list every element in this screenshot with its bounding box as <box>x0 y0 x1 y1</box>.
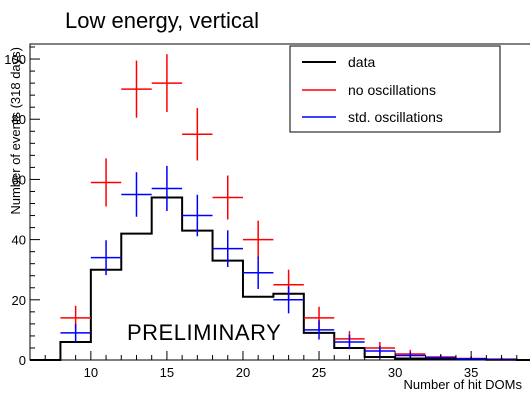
data-point <box>90 240 122 276</box>
data-point <box>182 108 213 161</box>
data-point <box>60 323 91 342</box>
data-point <box>151 54 183 113</box>
y-tick-label: 60 <box>12 172 26 187</box>
y-tick-label: 40 <box>12 233 26 248</box>
legend: data no oscillations std. oscillations <box>289 45 501 133</box>
y-tick-label: 100 <box>4 52 26 67</box>
x-tick-label: 30 <box>388 365 402 380</box>
data-point <box>151 165 183 212</box>
x-axis-label: Number of hit DOMs <box>404 377 523 392</box>
legend-label-data: data <box>348 54 375 70</box>
y-tick-label: 80 <box>12 112 26 127</box>
x-tick-label: 10 <box>84 365 98 380</box>
data-point <box>212 230 243 268</box>
data-point <box>212 175 243 220</box>
data-point <box>242 256 274 289</box>
data-point <box>273 286 304 314</box>
ticks-layer: 10 15 20 25 30 35 0 20 40 60 80 100 <box>4 46 518 380</box>
data-point <box>182 194 213 237</box>
series-no-oscillations <box>60 54 517 360</box>
data-point <box>303 320 335 340</box>
data-point <box>364 345 396 357</box>
legend-label-no-oscillations: no oscillations <box>348 82 436 98</box>
x-tick-label: 20 <box>236 365 250 380</box>
data-point <box>334 334 365 350</box>
data-point <box>90 158 122 207</box>
data-point <box>242 220 274 259</box>
x-tick-label: 25 <box>312 365 326 380</box>
y-axis-label: Number of events (318 days) <box>8 47 23 215</box>
x-tick-label: 35 <box>464 365 478 380</box>
y-tick-label: 20 <box>12 293 26 308</box>
plot-frame <box>29 43 530 361</box>
preliminary-annotation: PRELIMINARY <box>127 320 281 345</box>
data-point <box>121 60 152 118</box>
y-tick-label: 0 <box>19 353 26 368</box>
data-point <box>121 172 152 217</box>
legend-label-std-oscillations: std. oscillations <box>348 109 443 125</box>
x-tick-label: 15 <box>160 365 174 380</box>
chart-title: Low energy, vertical <box>65 8 259 33</box>
